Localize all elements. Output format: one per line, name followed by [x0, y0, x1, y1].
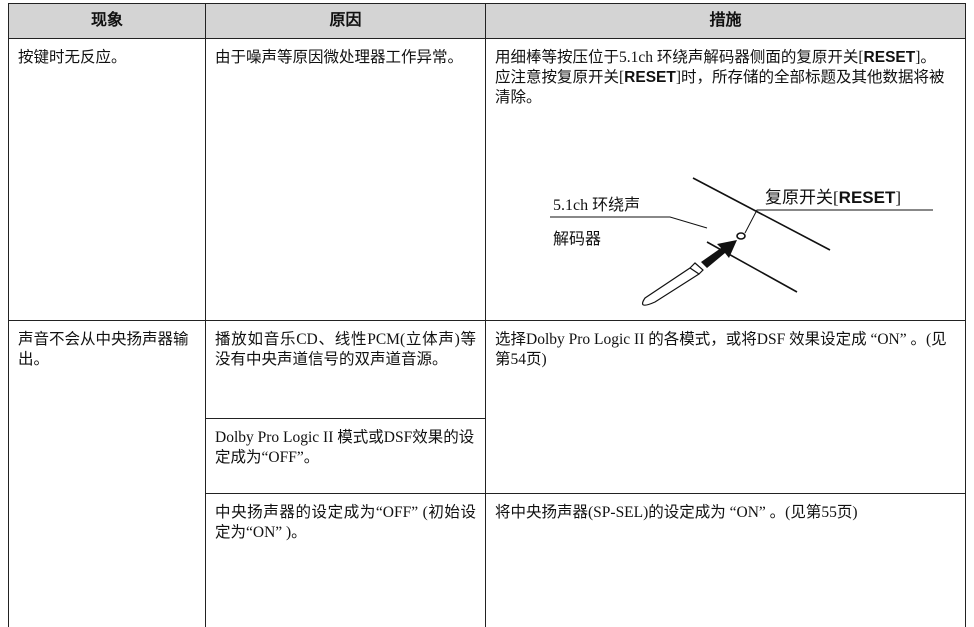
text: ]时，所存储的全部标题及其他数据将被清除。 [495, 69, 945, 106]
cause-cell: Dolby Pro Logic II 模式或DSF效果的设定成为“OFF”。 [205, 418, 486, 494]
remedy-cell: 选择Dolby Pro Logic II 的各模式，或将DSF 效果设定成 “O… [485, 320, 966, 494]
diagram-label: 解码器 [553, 231, 602, 248]
leader-line [550, 216, 708, 229]
cause-cell: 中央扬声器的设定成为“OFF” (初始设定为“ON” )。 [205, 493, 486, 627]
reset-diagram [550, 177, 933, 306]
cause: 中央扬声器的设定成为“OFF” (初始设定为“ON” )。 [215, 504, 476, 541]
remedy-text: 用细棒等按压位于5.1ch 环绕声解码器侧面的复原开关[RESET]。 [495, 48, 956, 68]
remedy: 选择Dolby Pro Logic II 的各模式，或将DSF 效果设定成 “O… [495, 331, 947, 368]
header-cell: 原因 [205, 3, 486, 39]
cause: 由于噪声等原因微处理器工作异常。 [215, 49, 464, 66]
remedy-cell: 将中央扬声器(SP-SEL)的设定成为 “ON” 。(见第55页) [485, 493, 966, 627]
text: RESET [624, 69, 676, 86]
leader-line [744, 209, 933, 234]
text: 应注意按复原开关[ [495, 69, 625, 86]
text: 复原开关[ [765, 188, 839, 207]
header-cell: 措施 [485, 3, 966, 39]
symptom: 声音不会从中央扬声器输出。 [18, 331, 189, 368]
text: ] [895, 188, 902, 207]
text: 用细棒等按压位于5.1ch 环绕声解码器侧面的复原开关[ [495, 49, 864, 66]
pen [642, 262, 704, 306]
arrow [701, 240, 737, 268]
remedy-text: 应注意按复原开关[RESET]时，所存储的全部标题及其他数据将被清除。 [495, 68, 956, 108]
cause: 播放如音乐CD、线性PCM(立体声)等没有中央声道信号的双声道音源。 [215, 331, 476, 368]
symptom: 按键时无反应。 [18, 49, 127, 66]
cause: Dolby Pro Logic II 模式或DSF效果的设定成为“OFF”。 [215, 429, 475, 466]
text: RESET [863, 49, 916, 66]
header-cell: 现象 [8, 3, 206, 39]
remedy-cell: 用细棒等按压位于5.1ch 环绕声解码器侧面的复原开关[RESET]。 应注意按… [485, 38, 966, 321]
decoder-edge [692, 177, 831, 251]
text: RESET [838, 188, 896, 207]
cause-cell: 播放如音乐CD、线性PCM(立体声)等没有中央声道信号的双声道音源。 [205, 320, 486, 419]
reset-button [736, 232, 746, 240]
text: ]。 [915, 49, 936, 66]
remedy: 将中央扬声器(SP-SEL)的设定成为 “ON” 。(见第55页) [495, 504, 858, 521]
symptom-cell: 声音不会从中央扬声器输出。 [8, 320, 206, 627]
diagram-label: 复原开关[RESET] [765, 188, 901, 208]
diagram-label: 5.1ch 环绕声 [553, 197, 641, 214]
cause-cell: 由于噪声等原因微处理器工作异常。 [205, 38, 486, 321]
symptom-cell: 按键时无反应。 [8, 38, 206, 321]
